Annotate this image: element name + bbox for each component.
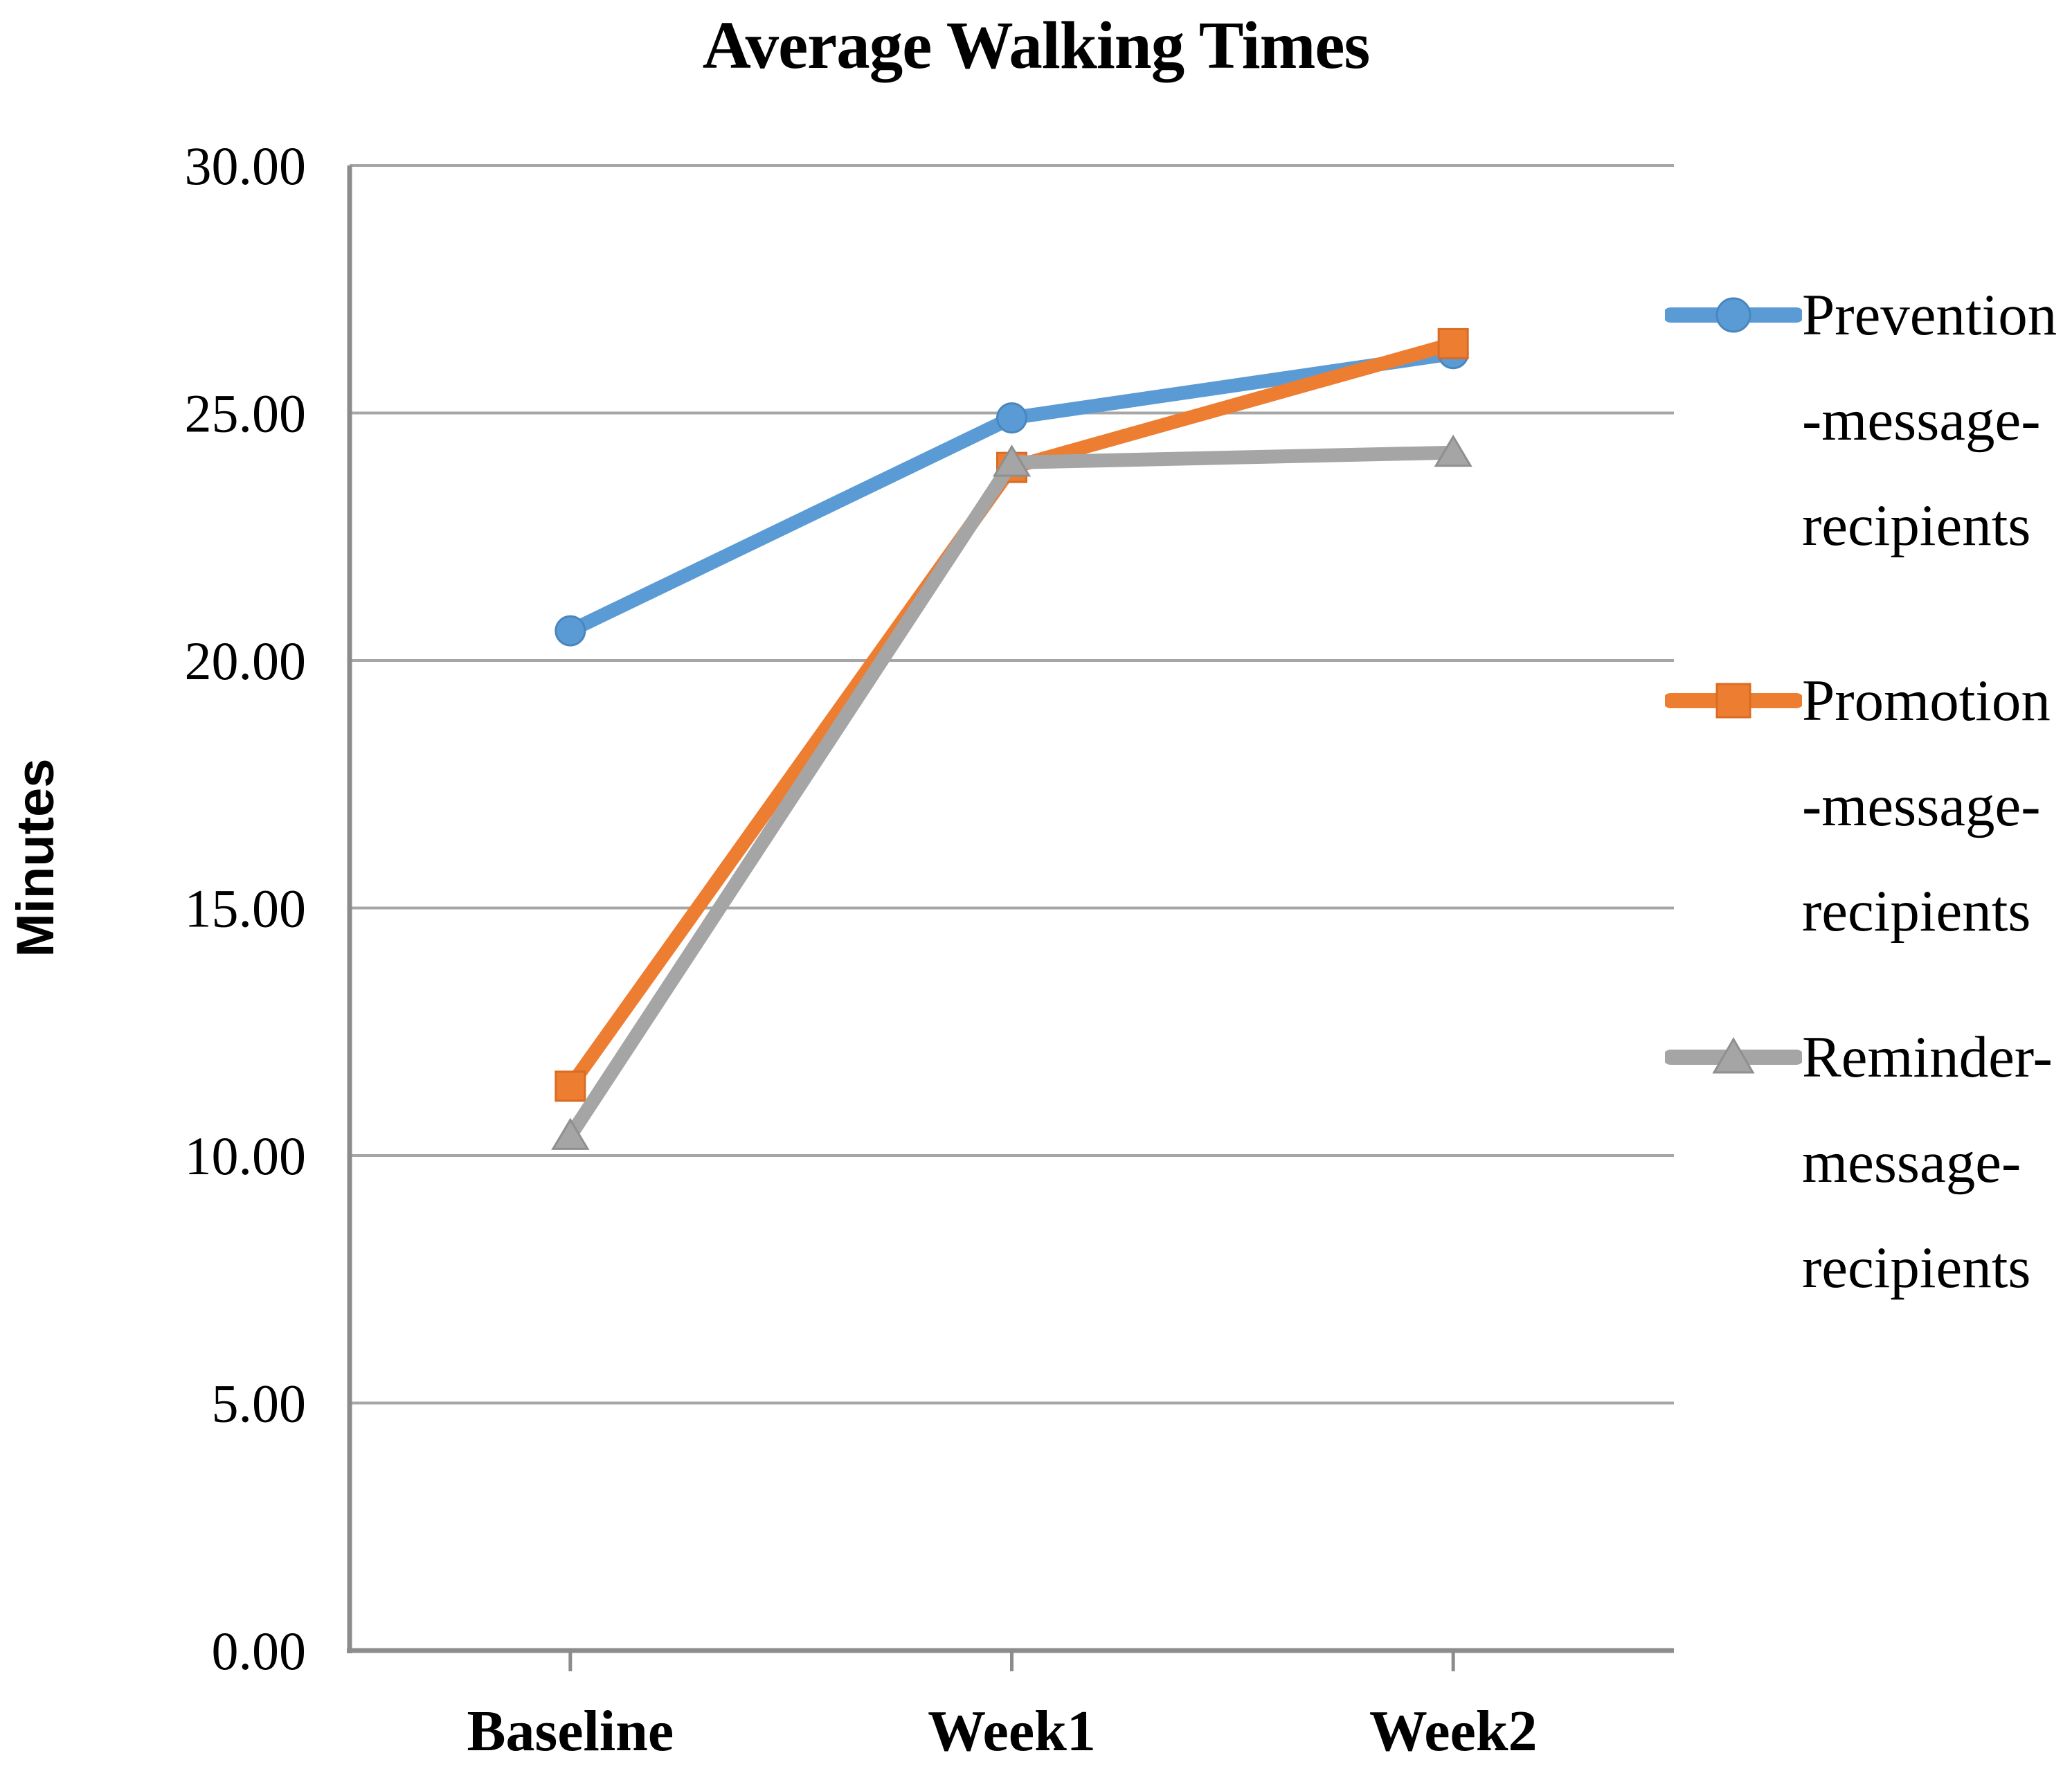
data-point-promotion: [555, 1070, 586, 1102]
y-tick-label: 30.00: [185, 136, 307, 196]
legend-label-line: recipients: [1802, 493, 2031, 558]
y-tick-label: 5.00: [212, 1374, 307, 1434]
x-category-label: Week2: [1369, 1699, 1538, 1763]
legend-label-line: -message-: [1802, 773, 2041, 838]
x-category-label: Week1: [928, 1699, 1096, 1763]
data-point-prevention: [555, 615, 586, 647]
series-line-reminder: [563, 445, 1461, 1143]
legend-marker-square-icon: [1665, 683, 1802, 719]
legend-marker-triangle-icon: [1665, 1037, 1802, 1074]
legend-label-line: -message-: [1802, 388, 2041, 453]
legend-marker-shape-prevention: [1715, 297, 1751, 333]
data-point-reminder: [992, 444, 1032, 477]
legend-label-line: recipients: [1802, 1235, 2031, 1300]
data-point-promotion: [1437, 327, 1469, 359]
legend-label-prevention: Prevention -message- recipients: [1802, 262, 2057, 578]
legend-marker-shape-reminder: [1712, 1037, 1755, 1074]
legend-marker-shape-promotion: [1715, 683, 1751, 719]
legend-marker-circle-icon: [1665, 297, 1802, 333]
y-tick-label: 0.00: [212, 1621, 307, 1681]
legend-entry-prevention: Prevention -message- recipients: [1665, 262, 2057, 578]
chart-title: Average Walking Times: [702, 8, 1370, 82]
data-point-prevention: [996, 402, 1027, 434]
x-category-label: Baseline: [467, 1699, 674, 1763]
legend-label-reminder: Reminder- message- recipients: [1802, 1005, 2053, 1320]
legend-label-line: Reminder-: [1802, 1025, 2053, 1090]
legend-entry-reminder: Reminder- message- recipients: [1665, 1005, 2053, 1320]
legend-label-line: Prevention: [1802, 282, 2057, 348]
legend-label-line: Promotion: [1802, 668, 2051, 733]
legend-label-line: recipients: [1802, 879, 2031, 944]
legend-label-line: message-: [1802, 1130, 2021, 1195]
legend-label-promotion: Promotion -message- recipients: [1802, 648, 2051, 964]
data-point-reminder: [1434, 434, 1472, 467]
series-line-prevention: [563, 346, 1461, 638]
legend: Prevention -message- recipients Promotio…: [1665, 0, 2072, 1780]
y-tick-label: 10.00: [185, 1126, 307, 1186]
legend-entry-promotion: Promotion -message- recipients: [1665, 648, 2051, 964]
y-tick-label: 20.00: [185, 631, 307, 691]
y-tick-label: 25.00: [185, 384, 307, 444]
data-point-reminder: [551, 1117, 590, 1150]
y-tick-label: 15.00: [185, 879, 307, 939]
